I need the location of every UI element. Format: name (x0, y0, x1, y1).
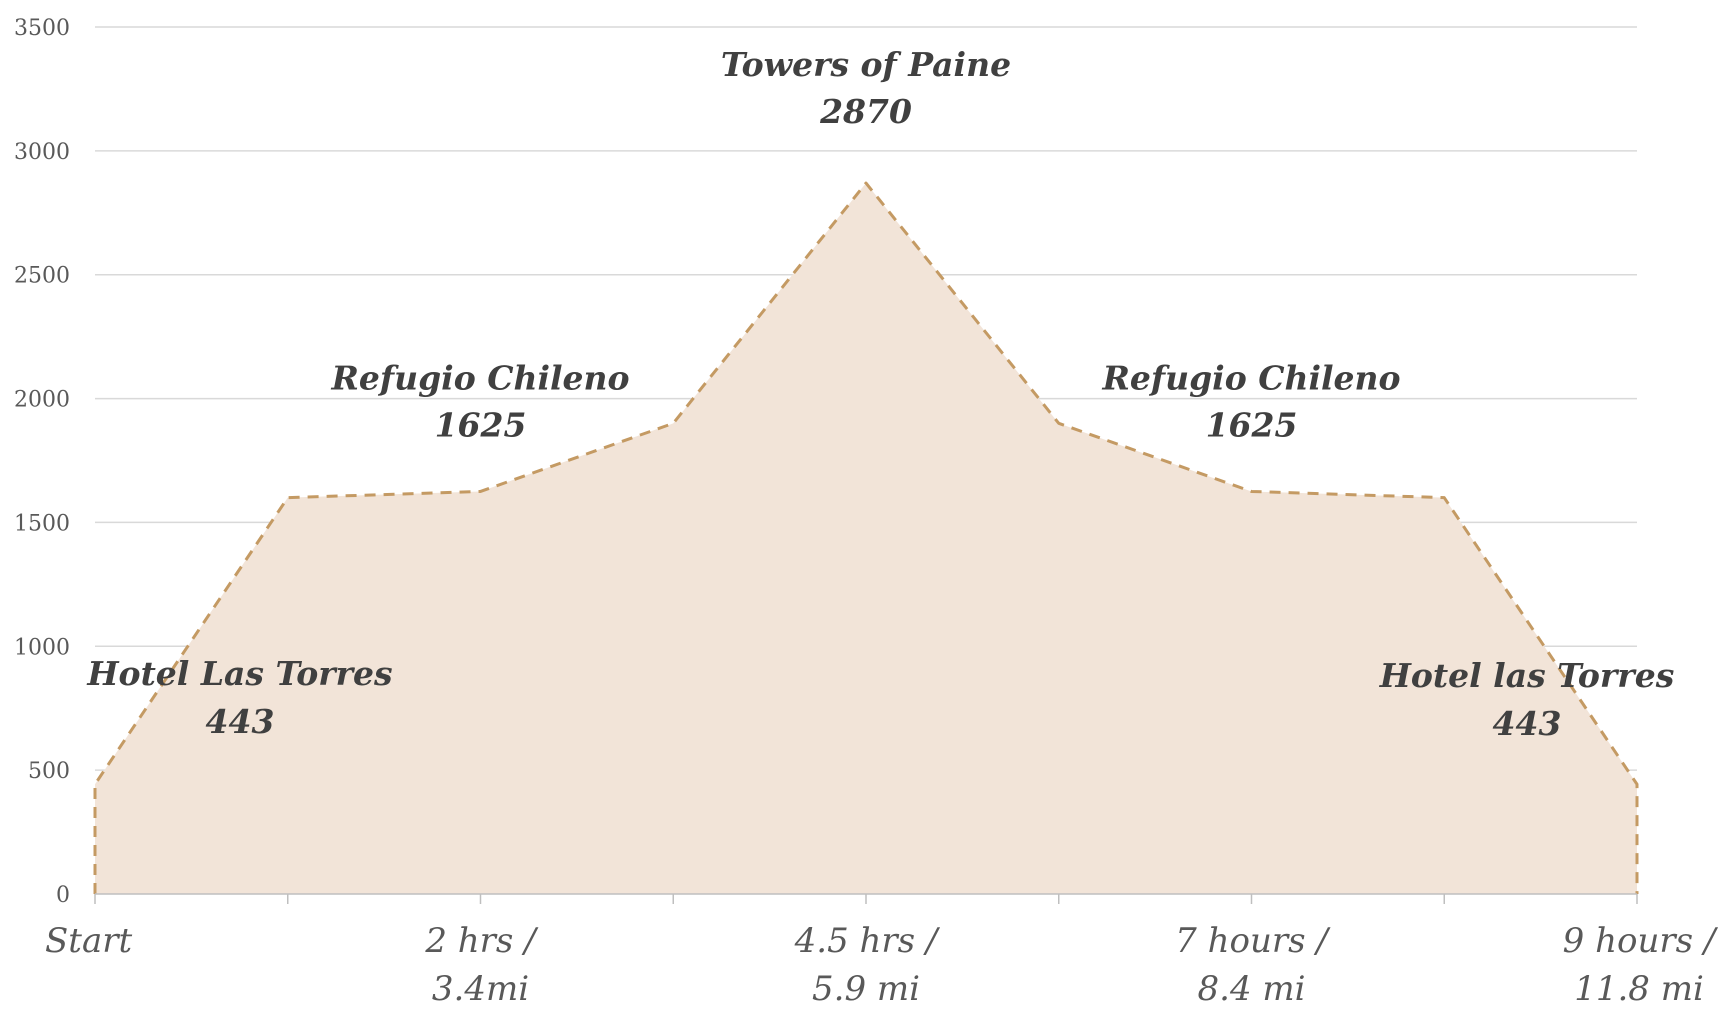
y-tick-label: 2500 (14, 264, 70, 289)
y-tick-label: 0 (56, 883, 70, 908)
data-point (1635, 782, 1639, 786)
x-tick-label-line2: 5.9 mi (812, 969, 920, 1009)
data-label-name: Refugio Chileno (330, 358, 629, 397)
data-label-value: 443 (1493, 704, 1562, 743)
data-label-value: 1625 (1206, 405, 1298, 444)
data-point (1250, 489, 1254, 493)
data-label-name: Hotel Las Torres (86, 654, 392, 693)
x-tick-label: 7 hours / (1175, 921, 1331, 961)
y-tick-label: 3500 (14, 16, 70, 41)
x-tick-label: 4.5 hrs / (794, 921, 941, 961)
data-label-name: Refugio Chileno (1101, 358, 1400, 397)
y-tick-label: 1500 (14, 511, 70, 536)
elevation-area-fill (95, 183, 1637, 894)
y-tick-label: 2000 (14, 388, 70, 413)
data-point (479, 489, 483, 493)
data-point (1057, 421, 1061, 425)
annotation-layer: Hotel Las Torres 443 Refugio Chileno 1625 To… (86, 45, 1674, 743)
data-point (864, 181, 868, 185)
x-tick-label: Start (45, 921, 132, 961)
x-tick-label: 9 hours / (1563, 921, 1719, 961)
data-point (286, 496, 290, 500)
x-tick-label-line2: 3.4mi (432, 969, 529, 1009)
y-tick-label: 3000 (14, 140, 70, 165)
x-tick-label: 2 hrs / (424, 921, 539, 961)
data-point (1442, 496, 1446, 500)
y-tick-label: 500 (28, 759, 70, 784)
axis-layer: 0 500 1000 1500 2000 2500 3000 3500 Start 2 hrs /… (14, 16, 1719, 1009)
data-point (93, 782, 97, 786)
data-label-value: 2870 (819, 92, 912, 131)
area-layer (93, 181, 1639, 894)
data-label-name: Hotel las Torres (1379, 656, 1675, 695)
data-label-value: 1625 (435, 405, 527, 444)
y-tick-label: 1000 (14, 635, 70, 660)
x-tick-label-line2: 11.8 mi (1574, 969, 1704, 1009)
elevation-line (93, 181, 1639, 894)
data-label-value: 443 (206, 702, 275, 741)
data-point (671, 421, 675, 425)
data-label-name: Towers of Paine (721, 45, 1011, 84)
x-tick-label-line2: 8.4 mi (1198, 969, 1306, 1009)
